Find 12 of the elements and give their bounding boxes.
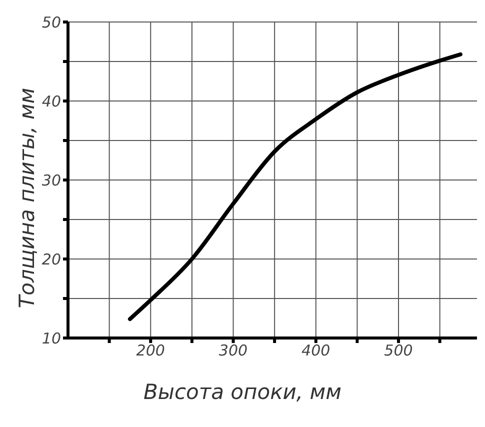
x-axis-title: Высота опоки, мм <box>142 380 342 404</box>
x-tick-label: 300 <box>218 342 248 360</box>
x-tick-label: 500 <box>384 342 413 360</box>
y-tick-label: 20 <box>42 250 61 268</box>
y-axis-title: Толщина плиты, мм <box>15 88 39 308</box>
x-tick-label: 200 <box>136 342 165 360</box>
y-tick-label: 50 <box>42 13 61 32</box>
y-tick-label: 40 <box>42 92 61 110</box>
x-tick-label: 400 <box>302 342 330 360</box>
y-tick-label: 30 <box>42 171 61 190</box>
y-tick-label: 10 <box>42 329 61 348</box>
line-series <box>128 52 462 322</box>
